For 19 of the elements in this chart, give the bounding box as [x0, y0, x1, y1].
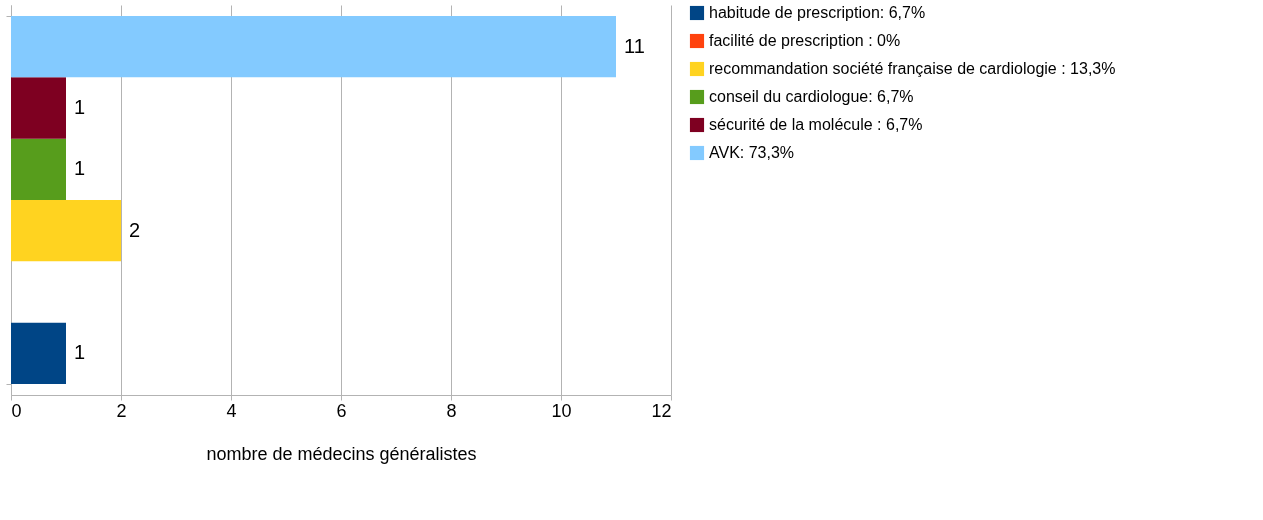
x-tick-label: 6: [336, 400, 347, 421]
data-label: 2: [129, 218, 141, 241]
x-axis-title: nombre de médecins généralistes: [206, 443, 477, 464]
x-tick-label: 12: [651, 400, 672, 421]
legend-label: AVK: 73,3%: [709, 144, 795, 161]
data-label: 1: [74, 341, 86, 364]
data-label: 11: [624, 34, 645, 57]
data-label: 1: [74, 96, 86, 119]
x-tick-label: 4: [226, 400, 237, 421]
legend-label: facilité de prescription : 0%: [709, 32, 901, 49]
x-tick-label: 2: [116, 400, 127, 421]
legend-label: recommandation société française de cardiologie : 13,3%: [709, 60, 1116, 77]
x-tick-label: 0: [11, 400, 22, 421]
x-tick-label: 8: [446, 400, 457, 421]
legend-label: sécurité de la molécule : 6,7%: [709, 116, 923, 133]
legend-label: conseil du cardiologue: 6,7%: [709, 88, 914, 105]
legend-label: habitude de prescription: 6,7%: [709, 4, 926, 21]
x-tick-label: 10: [551, 400, 572, 421]
data-label: 1: [74, 157, 86, 180]
